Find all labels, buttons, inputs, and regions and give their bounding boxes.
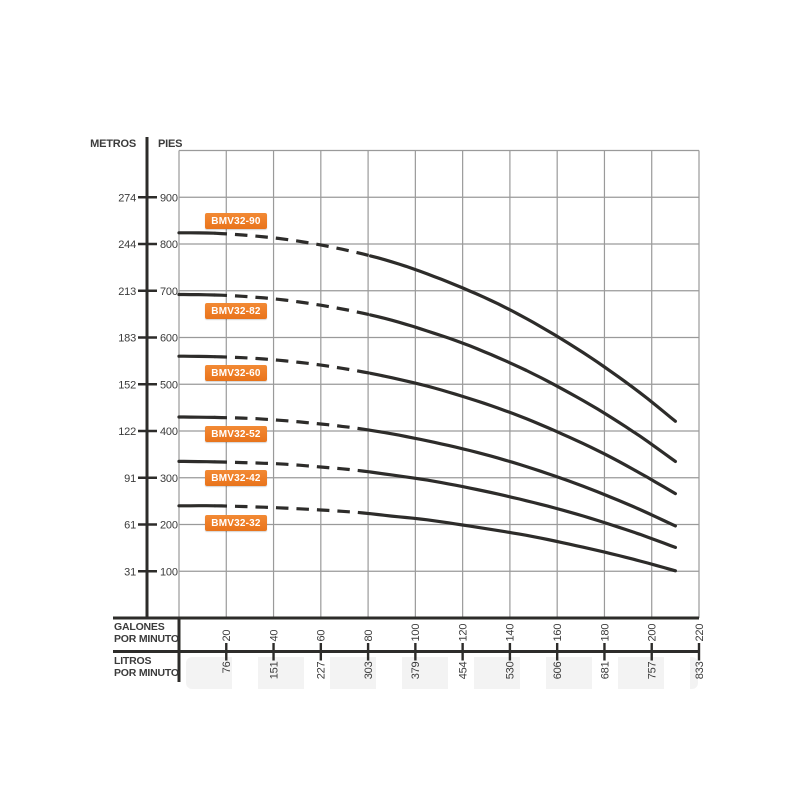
curve-label-bmv32-60: BMV32-60 bbox=[205, 365, 267, 381]
curve-bmv32-60-dashed bbox=[214, 355, 371, 375]
x-tick-label-galones: 20 bbox=[221, 630, 233, 642]
x-tick-label-galones: 80 bbox=[363, 630, 375, 642]
curve-label-bmv32-42: BMV32-42 bbox=[205, 470, 267, 486]
curve-bmv32-42-dashed bbox=[214, 460, 371, 474]
y-tick-label-pies: 600 bbox=[160, 333, 178, 345]
curve-bmv32-60-solid-start bbox=[177, 354, 217, 359]
curve-bmv32-82-solid bbox=[368, 313, 678, 463]
y-tick-label-metros: 183 bbox=[118, 333, 136, 345]
curve-bmv32-90-solid bbox=[368, 254, 678, 423]
x-axis-title-galones-line2: POR MINUTO bbox=[114, 633, 179, 645]
x-tick-label-galones: 140 bbox=[505, 624, 517, 642]
x-tick-label-litros: 606 bbox=[552, 661, 564, 679]
curve-label-bmv32-82: BMV32-82 bbox=[205, 303, 267, 319]
y-tick-label-metros: 31 bbox=[124, 566, 136, 578]
y-tick-label-metros: 213 bbox=[118, 286, 136, 298]
x-tick-label-litros: 227 bbox=[316, 661, 328, 679]
x-tick-label-galones: 180 bbox=[599, 624, 611, 642]
y-tick-label-pies: 200 bbox=[160, 520, 178, 532]
curve-label-bmv32-52: BMV32-52 bbox=[205, 426, 267, 442]
x-tick-label-litros: 151 bbox=[268, 661, 280, 679]
y-tick-label-metros: 61 bbox=[124, 520, 136, 532]
x-tick-label-litros: 303 bbox=[363, 661, 375, 679]
curve-bmv32-42-solid bbox=[368, 470, 678, 550]
x-axis-title-litros: LITROS POR MINUTO bbox=[114, 655, 179, 679]
y-tick-label-metros: 122 bbox=[118, 426, 136, 438]
curve-bmv32-32-solid bbox=[368, 512, 678, 573]
curve-label-bmv32-32: BMV32-32 bbox=[205, 515, 267, 531]
y-tick-label-pies: 300 bbox=[160, 473, 178, 485]
x-tick-label-litros: 76 bbox=[221, 661, 233, 673]
y-tick-label-pies: 700 bbox=[160, 286, 178, 298]
y-tick-label-pies: 900 bbox=[160, 192, 178, 204]
x-tick-label-litros: 379 bbox=[410, 661, 422, 679]
y-tick-label-metros: 274 bbox=[118, 192, 136, 204]
x-axis-title-litros-line1: LITROS bbox=[114, 655, 152, 667]
y-axis-title-metros: METROS bbox=[90, 138, 136, 150]
x-tick-label-litros: 454 bbox=[457, 661, 469, 679]
y-tick-label-pies: 400 bbox=[160, 426, 178, 438]
curve-bmv32-52-solid bbox=[368, 428, 678, 528]
curve-bmv32-82-dashed bbox=[214, 293, 371, 317]
curve-bmv32-82-solid-start bbox=[177, 292, 217, 297]
y-tick-label-pies: 100 bbox=[160, 566, 178, 578]
x-tick-label-litros: 757 bbox=[647, 661, 659, 679]
x-tick-label-galones: 100 bbox=[410, 624, 422, 642]
x-tick-label-litros: 530 bbox=[505, 661, 517, 679]
curve-bmv32-52-dashed bbox=[214, 415, 371, 432]
x-tick-label-galones: 160 bbox=[552, 624, 564, 642]
curve-bmv32-60-solid bbox=[368, 371, 678, 496]
x-tick-label-galones: 200 bbox=[647, 624, 659, 642]
curve-bmv32-90-dashed bbox=[214, 231, 371, 258]
y-axis-title-pies: PIES bbox=[158, 138, 183, 150]
x-axis-title-galones-line1: GALONES bbox=[114, 621, 165, 633]
y-tick-label-metros: 91 bbox=[124, 473, 136, 485]
y-tick-label-pies: 500 bbox=[160, 379, 178, 391]
x-tick-label-galones: 60 bbox=[316, 630, 328, 642]
y-tick-label-metros: 244 bbox=[118, 239, 136, 251]
watermark-band bbox=[186, 657, 698, 689]
x-tick-label-litros: 681 bbox=[599, 661, 611, 679]
x-tick-label-galones: 120 bbox=[457, 624, 469, 642]
y-tick-label-pies: 800 bbox=[160, 239, 178, 251]
x-tick-label-galones: 40 bbox=[268, 630, 280, 642]
x-axis-title-galones: GALONES POR MINUTO bbox=[114, 621, 179, 645]
y-tick-label-metros: 152 bbox=[118, 379, 136, 391]
curve-bmv32-32-dashed bbox=[214, 504, 371, 516]
curve-label-bmv32-90: BMV32-90 bbox=[205, 213, 267, 229]
x-axis-title-litros-line2: POR MINUTO bbox=[114, 667, 179, 679]
x-tick-label-galones: 220 bbox=[694, 624, 706, 642]
curve-bmv32-42-solid-start bbox=[177, 459, 217, 464]
x-tick-label-litros: 833 bbox=[694, 661, 706, 679]
